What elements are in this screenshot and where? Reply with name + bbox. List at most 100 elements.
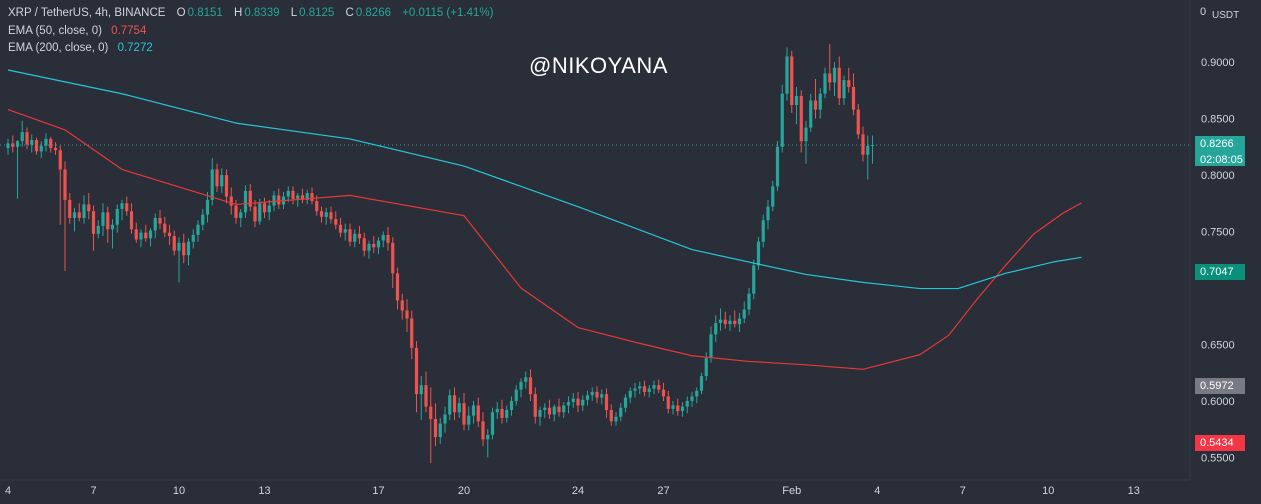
- candle-body: [338, 224, 343, 233]
- y-tick-label: 0.5500: [1201, 452, 1235, 464]
- candle-body: [471, 405, 476, 416]
- candle-body: [210, 169, 214, 200]
- ema50-line: [7, 108, 1082, 370]
- candle-body: [433, 419, 438, 438]
- candle-body: [353, 233, 357, 242]
- candle-body: [20, 132, 24, 142]
- candle-body: [505, 409, 509, 418]
- candle-body: [467, 415, 471, 425]
- candle-body: [395, 273, 400, 301]
- candle-body: [286, 190, 290, 197]
- candle-body: [419, 385, 423, 395]
- x-tick-label: 20: [458, 485, 470, 497]
- candle-body: [158, 217, 162, 224]
- candle-body: [771, 186, 775, 207]
- candle-body: [690, 396, 694, 401]
- x-tick-label: 17: [372, 485, 384, 497]
- candle-body: [224, 175, 229, 197]
- candle-body: [562, 405, 566, 413]
- candle-body: [115, 208, 119, 225]
- candle-body: [528, 377, 533, 395]
- ema-lines-group: [7, 69, 1082, 370]
- candle-body: [780, 93, 784, 147]
- candle-body: [357, 233, 362, 239]
- x-tick-label: 13: [258, 485, 270, 497]
- candle-body: [68, 199, 72, 218]
- y-tick-label: 0.7500: [1201, 227, 1235, 239]
- candle-body: [804, 127, 808, 142]
- candle-body: [661, 389, 666, 397]
- candle-body: [614, 416, 618, 422]
- candle-body: [201, 214, 205, 225]
- candles-group: [6, 44, 875, 464]
- candle-body: [604, 394, 609, 410]
- candle-body: [96, 225, 100, 234]
- change-value: +0.0115 (+1.41%): [402, 7, 494, 19]
- candle-body: [25, 132, 29, 145]
- candle-body: [633, 388, 637, 391]
- ema200-legend[interactable]: EMA (200, close, 0) 0.7272: [8, 42, 155, 54]
- candle-body: [296, 195, 300, 199]
- x-tick-label: 10: [173, 485, 185, 497]
- candle-body: [538, 409, 542, 417]
- candle-body: [134, 229, 138, 240]
- candle-body: [547, 407, 552, 415]
- candle-countdown: 02:08:05: [1200, 154, 1243, 166]
- candle-body: [277, 195, 281, 205]
- candle-body: [709, 334, 713, 359]
- candle-body: [110, 224, 115, 230]
- candle-body: [476, 405, 480, 422]
- candle-body: [514, 389, 518, 401]
- candle-body: [220, 175, 224, 187]
- candle-body: [524, 377, 528, 382]
- candle-body: [44, 138, 48, 146]
- candle-body: [509, 400, 514, 410]
- candle-body: [619, 407, 623, 417]
- candle-body: [77, 212, 81, 218]
- candle-body: [866, 145, 870, 155]
- candle-body: [552, 406, 556, 415]
- candle-body: [680, 406, 685, 412]
- candle-body: [519, 381, 523, 390]
- candle-body: [737, 318, 742, 325]
- candle-body: [34, 140, 39, 152]
- candle-body: [6, 143, 10, 148]
- ema-price-tag: 0.7047: [1195, 264, 1245, 280]
- high-value: 0.8339: [244, 7, 280, 19]
- candle-body: [87, 204, 91, 212]
- candle-body: [600, 394, 604, 398]
- candle-body: [429, 406, 433, 420]
- candle-body: [533, 394, 537, 417]
- high-label: H: [234, 7, 243, 19]
- candle-body: [414, 347, 419, 395]
- candle-body: [53, 147, 58, 151]
- candle-body: [790, 56, 794, 106]
- candle-body: [823, 73, 827, 94]
- watermark-text: @NIKOYANA: [529, 53, 668, 78]
- ema50-legend[interactable]: EMA (50, close, 0) 0.7754: [8, 25, 148, 37]
- candle-body: [372, 243, 376, 248]
- symbol-legend: XRP / TetherUS, 4h, BINANCE O 0.8151 H 0.8…: [8, 7, 495, 19]
- candle-body: [813, 100, 818, 110]
- y-tick-label: 0.9000: [1201, 57, 1235, 69]
- candle-body: [581, 399, 585, 406]
- low-value: 0.8125: [299, 7, 335, 19]
- candle-body: [543, 407, 547, 410]
- candle-body: [253, 206, 257, 222]
- x-tick-label: 27: [657, 485, 669, 497]
- candle-body: [500, 408, 504, 418]
- candle-body: [391, 242, 395, 274]
- open-value: 0.8151: [187, 7, 223, 19]
- ema200-label: EMA (200, close, 0): [8, 42, 109, 54]
- candle-body: [300, 195, 305, 200]
- x-tick-label: 7: [960, 485, 966, 497]
- x-tick-label: 4: [5, 485, 11, 497]
- candle-body: [125, 203, 129, 212]
- x-tick-label: Feb: [782, 485, 801, 497]
- candle-body: [362, 238, 366, 251]
- candle-body: [718, 319, 723, 324]
- candle-body: [638, 386, 642, 389]
- candle-body: [186, 241, 191, 256]
